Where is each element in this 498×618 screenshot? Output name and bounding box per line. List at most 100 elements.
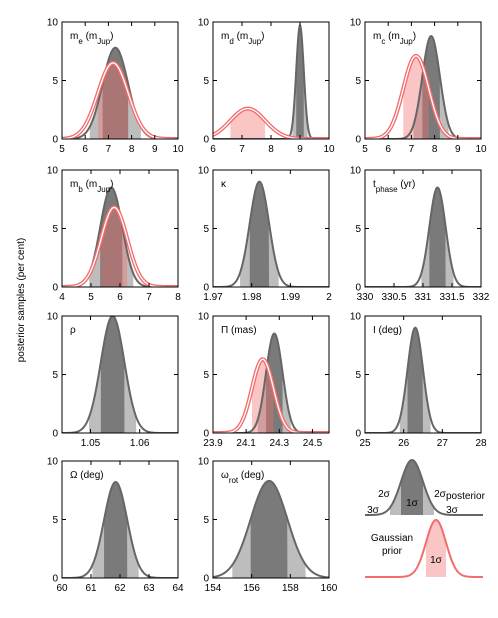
y-tick-label: 0: [52, 429, 58, 440]
panel: [62, 481, 178, 578]
title-part: ): [261, 31, 264, 42]
x-tick-label: 62: [114, 583, 126, 594]
x-tick-label: 8: [432, 144, 438, 155]
panel-title: Ω (deg): [70, 470, 104, 481]
x-tick-label: 330.5: [381, 292, 406, 303]
y-tick-label: 5: [203, 224, 209, 235]
title-part: ): [110, 31, 113, 42]
x-tick-label: 24.3: [270, 438, 290, 449]
title-part: (deg): [238, 470, 264, 481]
y-tick-label: 5: [355, 76, 361, 87]
panel-title: tphase (yr): [373, 179, 415, 194]
posterior-curve: [213, 23, 329, 139]
title-part: ω: [221, 470, 229, 481]
title-part: Ω (deg): [70, 470, 104, 481]
y-tick-label: 0: [355, 283, 361, 294]
x-tick-label: 1.06: [130, 438, 150, 449]
posterior-1sigma: [407, 327, 423, 433]
title-part: I (deg): [373, 325, 402, 336]
title-part: (yr): [398, 179, 416, 190]
x-tick-label: 64: [172, 583, 184, 594]
y-tick-label: 10: [47, 18, 59, 29]
panel: [213, 332, 329, 433]
y-tick-label: 5: [355, 224, 361, 235]
prior-1sigma: [97, 62, 129, 139]
x-tick-label: 4: [59, 292, 65, 303]
x-tick-label: 23.9: [203, 438, 223, 449]
legend-prior-label: Gaussian: [371, 533, 413, 544]
legend-sigma-label: 3σ: [367, 505, 380, 516]
title-part: (m: [385, 31, 399, 42]
y-tick-label: 5: [203, 370, 209, 381]
x-tick-label: 24.1: [236, 438, 256, 449]
posterior-1sigma: [100, 316, 125, 433]
title-part: d: [229, 37, 233, 46]
posterior-1sigma: [249, 181, 270, 287]
title-part: phase: [376, 185, 398, 194]
panel: [365, 326, 481, 433]
prior-1sigma: [230, 108, 266, 139]
title-part: ρ: [70, 325, 76, 336]
panel: [365, 35, 481, 139]
x-tick-label: 8: [268, 144, 274, 155]
prior-1sigma: [101, 207, 128, 287]
title-part: Jup: [97, 37, 110, 46]
x-tick-label: 26: [398, 438, 410, 449]
y-tick-label: 0: [52, 574, 58, 585]
panel: [62, 316, 178, 433]
panel: [213, 180, 329, 287]
y-tick-label: 5: [52, 515, 58, 526]
title-part: m: [221, 31, 229, 42]
y-tick-label: 0: [203, 429, 209, 440]
title-part: (m: [83, 179, 97, 190]
legend-posterior: [365, 458, 483, 516]
posterior-curve: [213, 180, 329, 287]
y-tick-label: 10: [350, 312, 362, 323]
panel: [62, 186, 178, 287]
x-tick-label: 61: [85, 583, 97, 594]
y-tick-label: 5: [203, 76, 209, 87]
y-tick-label: 5: [52, 224, 58, 235]
y-tick-label: 10: [47, 457, 59, 468]
title-part: κ: [221, 179, 227, 190]
legend-1sigma: [401, 460, 423, 515]
title-part: Π (mas): [221, 325, 257, 336]
y-tick-label: 10: [47, 312, 59, 323]
y-tick-label: 10: [350, 18, 362, 29]
y-tick-label: 10: [198, 312, 210, 323]
x-tick-label: 6: [117, 292, 123, 303]
y-tick-label: 0: [52, 283, 58, 294]
title-part: Jup: [97, 185, 110, 194]
legend-prior-1sigma: [426, 520, 446, 577]
panel-title: I (deg): [373, 325, 402, 336]
legend-sigma-label: 2σ: [434, 489, 447, 500]
x-tick-label: 7: [409, 144, 415, 155]
title-part: e: [78, 37, 83, 46]
y-tick-label: 0: [203, 574, 209, 585]
panel-title: mb (mJup): [70, 179, 114, 194]
x-tick-label: 1.05: [81, 438, 101, 449]
title-part: m: [373, 31, 381, 42]
panel: [213, 479, 329, 578]
panel-title: me (mJup): [70, 31, 114, 46]
y-tick-label: 5: [355, 370, 361, 381]
y-tick-label: 10: [350, 166, 362, 177]
title-part: (m: [83, 31, 97, 42]
x-tick-label: 5: [362, 144, 368, 155]
legend-posterior-label: posterior: [446, 491, 486, 502]
panel-title: ωrot (deg): [221, 470, 264, 485]
y-tick-label: 10: [198, 166, 210, 177]
x-tick-label: 160: [321, 583, 338, 594]
x-tick-label: 1.97: [203, 292, 223, 303]
x-tick-label: 10: [475, 144, 487, 155]
title-part: (m: [234, 31, 248, 42]
x-tick-label: 24.5: [303, 438, 323, 449]
x-tick-label: 331.5: [439, 292, 464, 303]
y-tick-label: 0: [355, 429, 361, 440]
title-part: ): [413, 31, 416, 42]
posterior-1sigma: [250, 480, 288, 578]
x-tick-label: 9: [152, 144, 158, 155]
title-part: rot: [229, 476, 239, 485]
x-tick-label: 27: [437, 438, 449, 449]
x-tick-label: 1.99: [281, 292, 301, 303]
